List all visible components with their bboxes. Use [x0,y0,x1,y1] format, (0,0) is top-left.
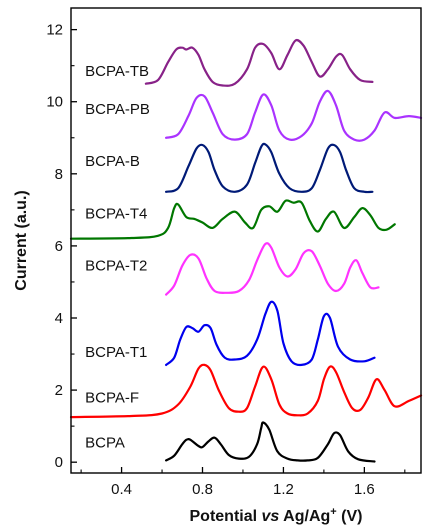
series-line-bcpa-b [165,142,374,194]
x-axis-title-middle: Ag/Ag [279,508,330,525]
series-label-bcpa-f: BCPA-F [85,389,139,406]
y-tick-label: 8 [55,166,63,183]
series-label-bcpa: BCPA [85,434,125,451]
y-tick-label: 12 [46,22,63,39]
series-line-bcpa-t2 [165,242,380,296]
series-label-bcpa-tb: BCPA-TB [85,63,149,80]
series-line-bcpa-f [69,363,423,419]
x-axis-title-prefix: Potential [190,508,262,525]
series-label-bcpa-b: BCPA-B [85,153,140,170]
x-tick-label: 0.4 [111,481,132,498]
series-line-bcpa-pb [165,89,423,142]
plot-frame [70,7,422,474]
y-axis-title: Current (a.u.) [13,190,30,290]
series-line-bcpa-t4 [69,199,396,240]
y-tick-label: 2 [55,382,63,399]
series-line-bcpa-t1 [165,300,376,367]
series-label-layer: BCPA BCPA-F BCPA-T1 BCPA-T2 BCPA-T4 BCPA-B BCP… [85,63,150,451]
x-axis-title-suffix: (V) [337,508,363,525]
y-tick-label: 6 [55,238,63,255]
x-axis-title-superscript: + [330,506,336,518]
series-label-bcpa-t4: BCPA-T4 [85,205,147,222]
series-layer [69,38,423,463]
x-tick-label: 1.2 [273,481,294,498]
y-tick-label: 0 [55,454,63,471]
x-axis-title-italic: vs [262,508,280,525]
series-label-bcpa-t1: BCPA-T1 [85,344,147,361]
y-tick-label: 10 [46,94,63,111]
series-label-bcpa-t2: BCPA-T2 [85,258,147,275]
series-label-bcpa-pb: BCPA-PB [85,101,150,118]
series-line-bcpa [165,421,376,463]
series-line-bcpa-tb [144,38,374,87]
x-tick-label: 1.6 [354,481,375,498]
x-axis-title: Potential vs Ag/Ag+ (V) [190,506,363,525]
y-tick-label: 4 [55,310,63,327]
x-tick-label: 0.8 [192,481,213,498]
axis-layer: 0 2 4 6 8 10 12 0.4 0.8 1.2 1.6 [46,22,406,498]
